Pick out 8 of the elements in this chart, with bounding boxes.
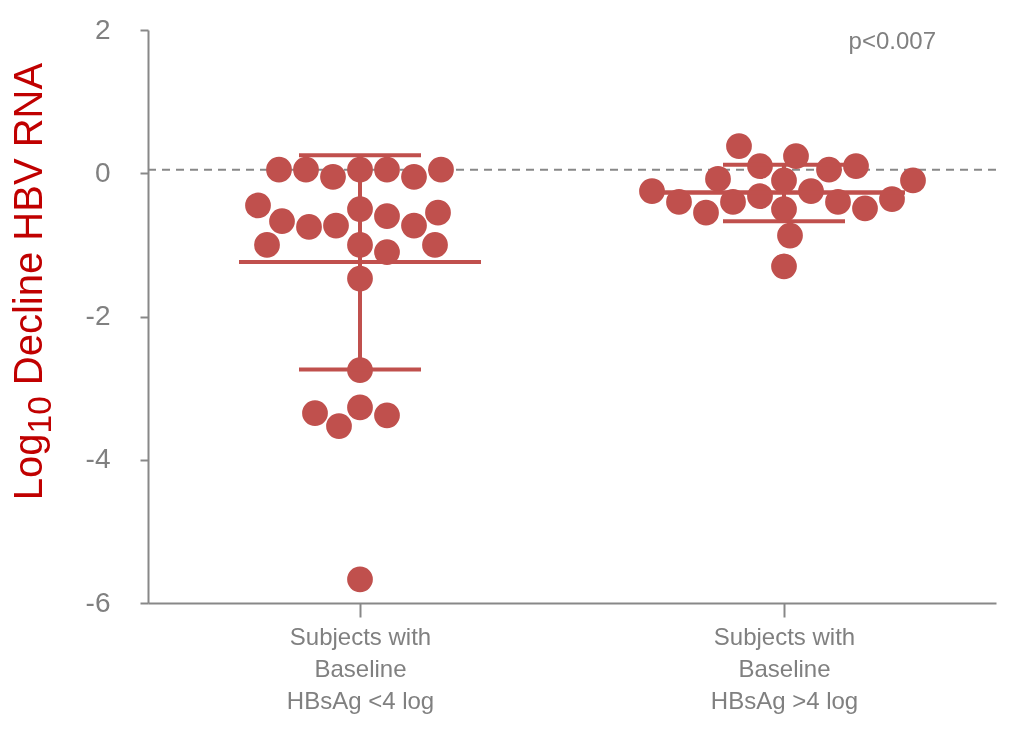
y-tick-label: -6 [85,586,111,618]
annotation: p<0.007 [848,27,936,54]
y-tick-label: -4 [85,443,111,475]
y-tick-label: 2 [94,13,111,45]
y-tick-label: 0 [94,156,111,188]
x-tick-label: Subjects with Baseline HBsAg <4 log [286,622,435,714]
y-tick-label: -2 [85,300,111,331]
x-tick-label: Subjects with Baseline HBsAg >4 log [710,622,859,714]
